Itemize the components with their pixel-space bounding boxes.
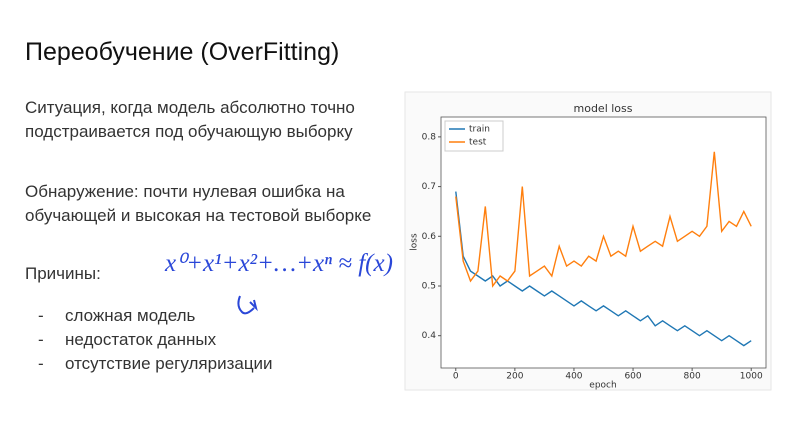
x-axis-label: epoch [589, 381, 616, 391]
legend-box [444, 120, 504, 152]
list-marker: - [38, 354, 44, 373]
chart-title: model loss [574, 102, 633, 115]
list-item: отсутствие регуляризации [65, 354, 273, 373]
list-item: сложная модель [65, 306, 196, 325]
series-line [455, 191, 752, 347]
list-marker: - [38, 306, 44, 325]
y-tick-label: 0.8 [422, 132, 437, 142]
y-tick-label: 0.5 [422, 281, 436, 291]
x-tick-label: 200 [506, 372, 523, 382]
list-marker: - [38, 330, 44, 349]
y-axis-label: loss [410, 233, 420, 251]
slide-title: Переобучение (OverFitting) [25, 38, 340, 66]
handwritten-arrow [237, 295, 258, 315]
y-tick-label: 0.7 [422, 182, 436, 192]
x-tick-label: 1000 [740, 372, 763, 382]
legend-label: train [469, 125, 490, 135]
handwritten-annotation: x⁰+x¹+x²+…+xⁿ ≈ f(x) [165, 250, 393, 277]
paragraph: Причины: [25, 264, 101, 283]
y-tick-label: 0.6 [422, 232, 437, 242]
y-tick-label: 0.4 [422, 331, 437, 341]
x-tick-label: 0 [453, 372, 459, 382]
x-tick-label: 800 [684, 372, 701, 382]
x-tick-label: 600 [624, 372, 641, 382]
paragraph: Ситуация, когда модель абсолютно точно п… [25, 98, 355, 141]
legend-label: test [469, 138, 487, 148]
list-item: недостаток данных [65, 330, 217, 349]
series-line [455, 151, 752, 288]
paragraph: Обнаружение: почти нулевая ошибка на обу… [25, 182, 372, 225]
x-tick-label: 400 [565, 372, 582, 382]
plot-area [440, 116, 767, 369]
